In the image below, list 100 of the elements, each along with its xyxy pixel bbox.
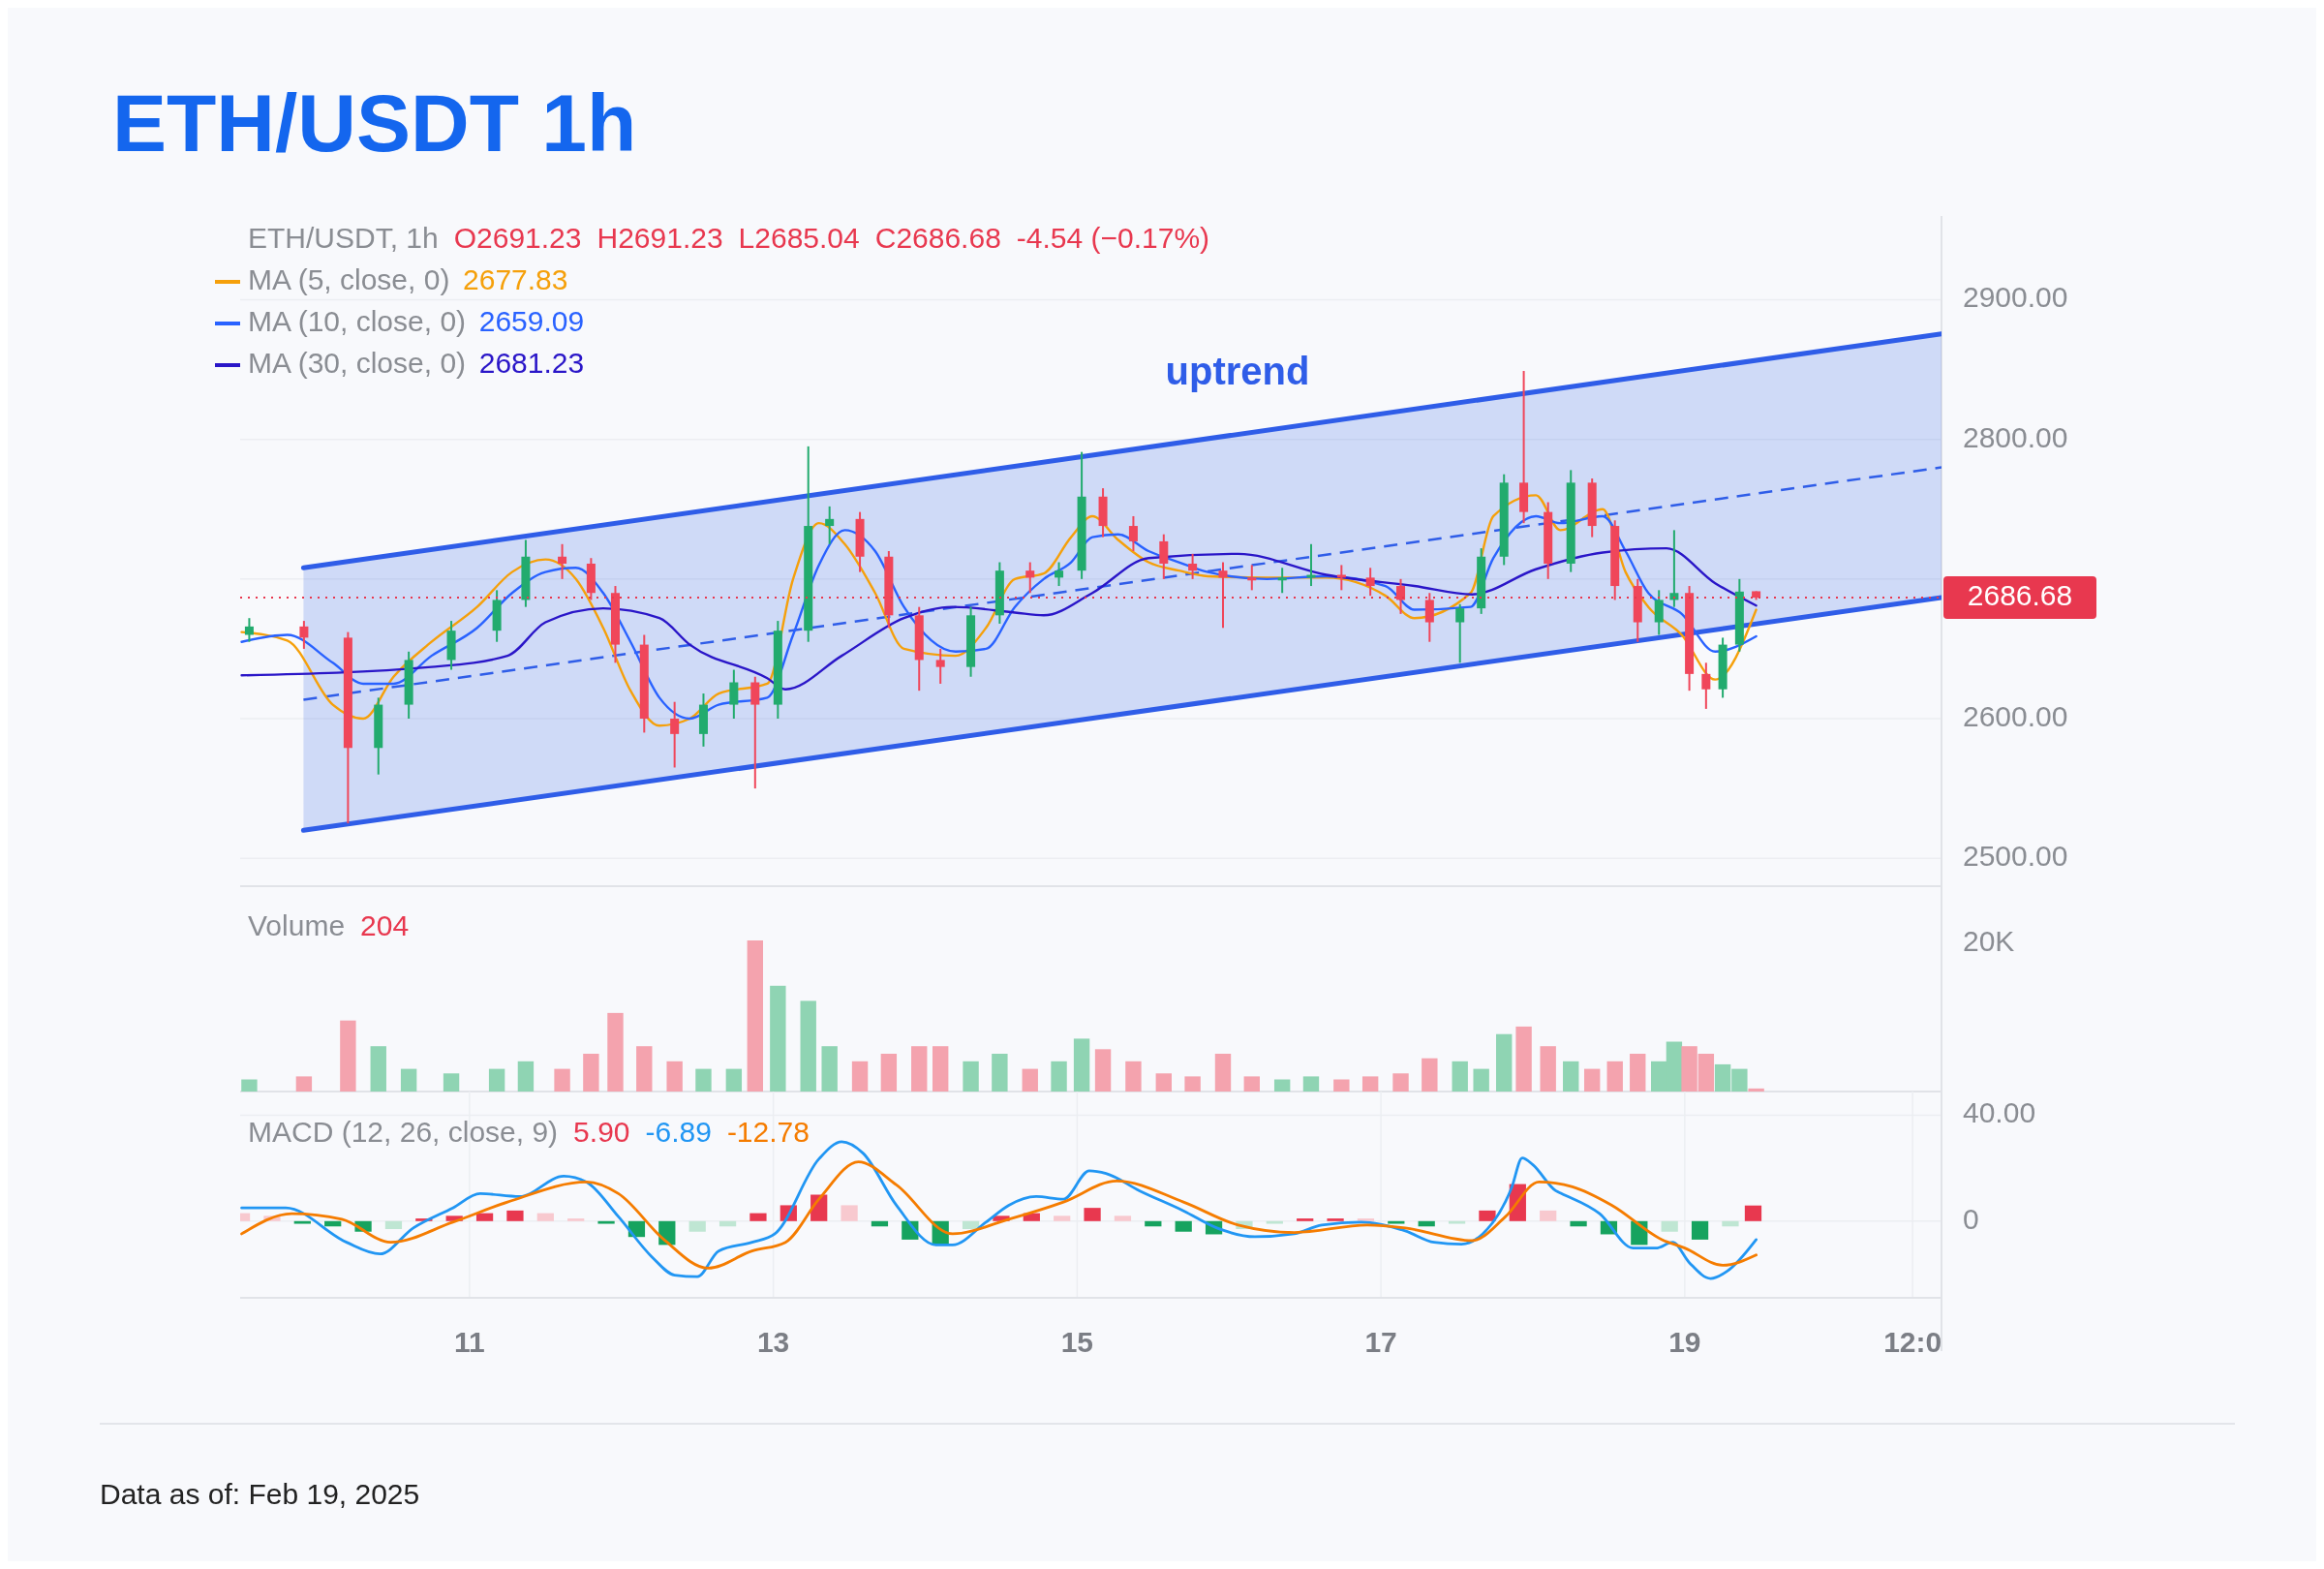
annotation: -12.78: [726, 1115, 810, 1148]
bar: [992, 1054, 1008, 1092]
ref-line-label: 2686.68: [1967, 578, 2073, 611]
bar: [1583, 1068, 1601, 1092]
bar: [567, 1218, 585, 1221]
bar: [1691, 1220, 1709, 1240]
bar: [1422, 1058, 1438, 1092]
bar: [871, 1220, 889, 1227]
bar: [933, 1046, 949, 1092]
bar: [1051, 1061, 1067, 1092]
bar: [695, 1068, 712, 1092]
y-tick-label: 2500.00: [1963, 840, 2068, 873]
bar: [1333, 1079, 1350, 1092]
bar: [1630, 1054, 1646, 1092]
candlestick: [558, 542, 567, 580]
candlestick: [1455, 602, 1465, 664]
bar: [1094, 1049, 1112, 1092]
candlestick: [1424, 592, 1434, 643]
x-tick-label: 11: [454, 1325, 485, 1358]
bar: [1479, 1210, 1496, 1221]
bar: [911, 1046, 928, 1092]
bar: [295, 1076, 313, 1092]
annotation: L2685.04: [738, 221, 860, 254]
bar: [1515, 1026, 1532, 1092]
annotation: O2691.23: [453, 221, 582, 254]
candlestick: [299, 620, 309, 650]
bar: [1073, 1038, 1090, 1092]
line-series: [240, 1160, 1758, 1270]
bar: [443, 1073, 460, 1092]
bar: [1214, 1054, 1232, 1092]
bar: [1540, 1046, 1556, 1092]
bar: [851, 1061, 869, 1092]
annotation: -4.54 (−0.17%): [1016, 221, 1210, 254]
bar: [384, 1220, 403, 1229]
bar: [554, 1068, 570, 1092]
candlestick: [1188, 552, 1198, 580]
annotation: 5.90: [573, 1115, 630, 1148]
legend-label: MA (30, close, 0): [248, 346, 467, 379]
bar: [506, 1210, 524, 1221]
annotation: 2681.23: [478, 346, 585, 379]
bar: [725, 1068, 743, 1092]
bar: [821, 1046, 838, 1092]
bar: [963, 1061, 979, 1092]
bar: [841, 1205, 858, 1221]
bar: [1744, 1205, 1762, 1221]
bar: [1661, 1220, 1678, 1232]
bar: [340, 1020, 356, 1092]
annotation: 2677.83: [463, 262, 568, 295]
chart-title: Volume: [248, 908, 346, 941]
bar: [1084, 1208, 1101, 1221]
x-tick-label: 12:0: [1883, 1325, 1942, 1358]
candlestick: [1218, 561, 1228, 630]
candlestick: [1277, 567, 1287, 595]
legend-label: MA (10, close, 0): [248, 304, 467, 337]
bar: [475, 1213, 494, 1221]
bar: [1145, 1220, 1162, 1227]
bar: [1606, 1061, 1623, 1092]
bar: [597, 1220, 615, 1224]
bar: [1273, 1079, 1291, 1092]
bar: [1266, 1220, 1283, 1224]
x-tick-label: 17: [1364, 1325, 1397, 1358]
candlestick: [1247, 564, 1257, 592]
candlestick: [670, 700, 680, 769]
candlestick: [729, 668, 739, 720]
x-tick-label: 19: [1668, 1325, 1701, 1358]
text: 20K: [1963, 924, 2015, 957]
bar: [1114, 1215, 1132, 1221]
bar: [1155, 1073, 1172, 1092]
bar: [583, 1054, 599, 1092]
candlestick: [1654, 589, 1664, 636]
bar: [800, 1000, 816, 1092]
bar: [1748, 1088, 1764, 1092]
candlestick: [750, 675, 760, 790]
bar: [324, 1220, 342, 1227]
bar: [400, 1068, 417, 1092]
bar: [880, 1054, 898, 1092]
bar: [607, 1012, 624, 1092]
bar: [1327, 1218, 1344, 1221]
y-tick-label: 2600.00: [1963, 699, 2068, 732]
bar: [1540, 1210, 1557, 1221]
text: Data as of: Feb 19, 2025: [100, 1477, 420, 1510]
annotation: 204: [360, 908, 410, 941]
bar: [1357, 1218, 1375, 1221]
annotation: 2659.09: [478, 304, 585, 337]
bar: [636, 1046, 653, 1092]
y-tick-label: 2800.00: [1963, 420, 2068, 453]
bar: [1722, 1220, 1739, 1227]
bar: [488, 1068, 505, 1092]
bar: [1496, 1033, 1513, 1092]
bar: [1297, 1218, 1314, 1221]
bar: [517, 1061, 535, 1092]
bar: [536, 1213, 554, 1221]
bar: [1302, 1076, 1320, 1092]
bar: [1563, 1061, 1579, 1092]
bar: [1022, 1068, 1038, 1092]
bar: [1125, 1061, 1142, 1092]
bar: [1418, 1220, 1435, 1227]
bar: [962, 1220, 980, 1229]
bar: [1361, 1076, 1379, 1092]
legend-label: MA (5, close, 0): [248, 262, 450, 295]
